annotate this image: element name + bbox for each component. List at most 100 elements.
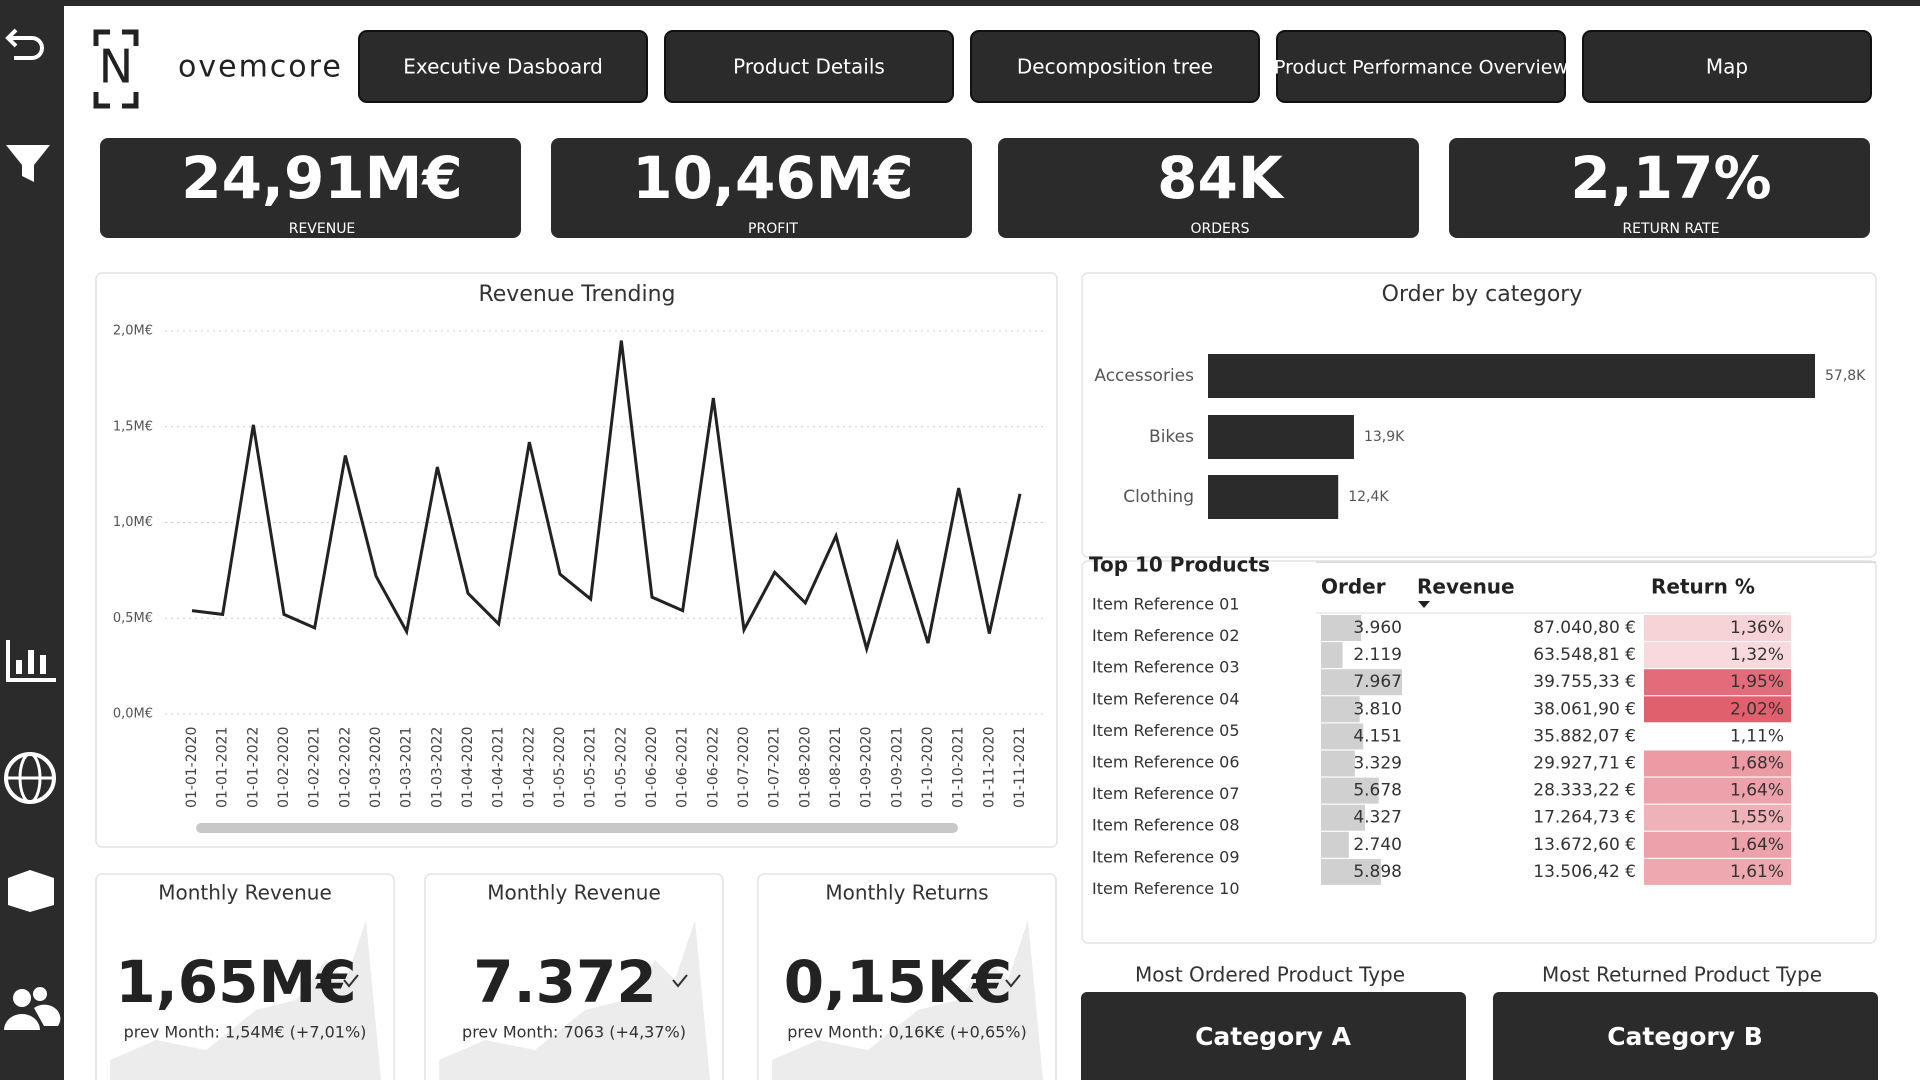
- sparkline-bg: [110, 920, 381, 1080]
- sidebar-icons[interactable]: [4, 28, 61, 1030]
- return-bg: [1644, 723, 1791, 750]
- return-cell: 1,61%: [1730, 862, 1784, 882]
- sort-arrow: [1418, 601, 1430, 608]
- users-icon[interactable]: [13, 989, 31, 1007]
- nav-button-label[interactable]: Map: [1706, 55, 1748, 79]
- x-tick-label: 01-03-2022: [429, 727, 445, 808]
- nav-button-label[interactable]: Product Details: [733, 55, 885, 79]
- back-icon[interactable]: [5, 28, 44, 60]
- column-header[interactable]: Revenue: [1417, 575, 1515, 599]
- x-tick-label: 01-06-2022: [705, 727, 721, 808]
- return-cell: 1,64%: [1730, 781, 1784, 801]
- revenue-line: [191, 340, 1022, 655]
- product-name: Item Reference 08: [1092, 816, 1240, 835]
- bar: [1208, 475, 1339, 519]
- order-bar: [1321, 750, 1355, 777]
- nav-button-label[interactable]: Executive Dasboard: [403, 55, 603, 79]
- x-tick-label: 01-04-2020: [460, 727, 476, 808]
- x-tick-label: 01-01-2022: [245, 727, 261, 808]
- x-tick-label: 01-03-2021: [399, 727, 415, 808]
- revenue-cell: 38.061,90 €: [1533, 699, 1636, 719]
- return-bg: [1644, 831, 1791, 858]
- monthly-prev: prev Month: 0,16K€ (+0,65%): [787, 1023, 1027, 1042]
- nav-button[interactable]: [358, 30, 648, 103]
- chart-title: Order by category: [1382, 282, 1583, 307]
- x-tick-label: 01-02-2021: [307, 727, 323, 808]
- kpi-value: 84K: [1157, 144, 1285, 212]
- product-name: Item Reference 04: [1092, 689, 1240, 708]
- kpi-value: 24,91M€: [181, 144, 463, 212]
- return-cell: 1,32%: [1730, 645, 1784, 665]
- order-bar: [1321, 777, 1379, 804]
- revenue-cell: 13.672,60 €: [1533, 835, 1636, 855]
- order-bar: [1321, 696, 1360, 723]
- order-cell: 4.151: [1353, 726, 1402, 746]
- x-tick-label: 01-11-2021: [1012, 727, 1028, 808]
- x-tick-label: 01-01-2020: [184, 727, 200, 808]
- return-cell: 1,11%: [1730, 726, 1784, 746]
- scrollbar[interactable]: [196, 823, 958, 833]
- y-tick-label: 1,5M€: [113, 419, 153, 434]
- column-header: Order: [1321, 575, 1386, 599]
- x-tick-label: 01-06-2020: [644, 727, 660, 808]
- x-tick-label: 01-11-2020: [981, 727, 997, 808]
- trend-check: [672, 974, 688, 988]
- order-bar: [1321, 642, 1343, 669]
- bar-value-label: 57,8K: [1825, 368, 1866, 384]
- return-bg: [1644, 750, 1791, 777]
- product-name: Item Reference 05: [1092, 721, 1240, 740]
- category-label: Accessories: [1094, 366, 1194, 386]
- kpi-label: RETURN RATE: [1622, 221, 1719, 237]
- revenue-cell: 17.264,73 €: [1533, 808, 1636, 828]
- y-tick-label: 0,0M€: [113, 707, 153, 722]
- kpi-card: [551, 138, 972, 238]
- x-tick-label: 01-05-2022: [613, 727, 629, 808]
- table-title: Top 10 Products: [1089, 553, 1270, 577]
- x-tick-label: 01-05-2020: [552, 727, 568, 808]
- most-title: Most Returned Product Type: [1542, 963, 1822, 987]
- revenue-cell: 63.548,81 €: [1533, 645, 1636, 665]
- nav-button[interactable]: [1582, 30, 1872, 103]
- order-cell: 3.329: [1353, 754, 1402, 774]
- logo-text: ovemcore: [178, 50, 343, 85]
- product-name: Item Reference 10: [1092, 879, 1240, 898]
- return-bg: [1644, 696, 1791, 723]
- x-tick-label: 01-09-2021: [889, 727, 905, 808]
- monthly-prev: prev Month: 1,54M€ (+7,01%): [124, 1023, 367, 1042]
- x-tick-label: 01-09-2020: [859, 727, 875, 808]
- return-bg: [1644, 777, 1791, 804]
- logo-mark: N: [99, 40, 133, 94]
- revenue-cell: 87.040,80 €: [1533, 618, 1636, 638]
- bar: [1208, 415, 1354, 459]
- revenue-cell: 13.506,42 €: [1533, 862, 1636, 882]
- filter-icon[interactable]: [6, 145, 50, 182]
- column-header: Return %: [1651, 575, 1755, 599]
- chart-title: Revenue Trending: [478, 282, 675, 307]
- kpi-value: 2,17%: [1570, 144, 1771, 212]
- chart-icon[interactable]: [6, 640, 56, 682]
- order-cell: 7.967: [1353, 672, 1402, 692]
- product-name: Item Reference 07: [1092, 784, 1240, 803]
- monthly-title: Monthly Revenue: [487, 881, 661, 905]
- order-cell: 5.898: [1353, 862, 1402, 882]
- nav-button[interactable]: [970, 30, 1260, 103]
- nav-button-label[interactable]: Decomposition tree: [1017, 55, 1213, 79]
- order-cell: 2.119: [1353, 645, 1402, 665]
- monthly-title: Monthly Returns: [825, 881, 988, 905]
- x-tick-label: 01-02-2022: [337, 727, 353, 808]
- product-name: Item Reference 03: [1092, 658, 1240, 677]
- nav-button[interactable]: [1276, 30, 1566, 103]
- x-tick-label: 01-08-2020: [797, 727, 813, 808]
- revenue-panel: [95, 272, 1058, 848]
- x-tick-label: 01-04-2021: [491, 727, 507, 808]
- return-bg: [1644, 669, 1791, 696]
- box-icon[interactable]: [8, 870, 54, 912]
- nav-button[interactable]: [664, 30, 954, 103]
- x-tick-label: 01-06-2021: [675, 727, 691, 808]
- kpi-label: REVENUE: [289, 221, 356, 237]
- monthly-title: Monthly Revenue: [158, 881, 332, 905]
- revenue-cell: 29.927,71 €: [1533, 754, 1636, 774]
- x-tick-label: 01-08-2021: [828, 727, 844, 808]
- order-cell: 2.740: [1353, 835, 1402, 855]
- nav-button-label[interactable]: Product Performance Overview: [1274, 57, 1568, 79]
